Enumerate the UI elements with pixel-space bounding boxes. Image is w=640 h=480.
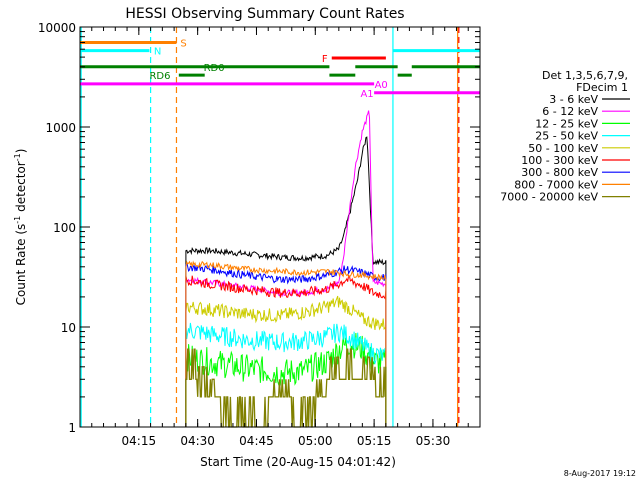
x-tick-label: 04:45: [239, 434, 274, 448]
y-tick-label: 1000: [45, 121, 76, 135]
status-label-n: N: [154, 47, 161, 58]
series-800-7000-kev: [185, 260, 387, 427]
legend-label-100-300-kev: 100 - 300 keV: [521, 154, 598, 167]
series-50-100-kev: [185, 295, 387, 427]
x-tick-label: 05:30: [416, 434, 451, 448]
legend-label-12-25-kev: 12 - 25 keV: [535, 117, 598, 130]
status-label-rd6: RD6: [149, 71, 170, 82]
y-tick-label: 1: [68, 421, 76, 435]
series-100-300-kev: [185, 274, 387, 427]
y-axis-label-exponent: -1: [13, 153, 22, 161]
legend-label-6-12-kev: 6 - 12 keV: [542, 105, 598, 118]
axes: 04:15 04:30 04:45 05:00 05:15 05:30 1 10 100 1000…: [38, 21, 481, 448]
status-label-rd0: RD0: [204, 63, 225, 74]
legend-label-300-800-kev: 300 - 800 keV: [521, 166, 598, 179]
legend-label-50-100-kev: 50 - 100 keV: [528, 142, 598, 155]
y-tick-label: 10000: [38, 21, 76, 35]
legend-label-800-7000-kev: 800 - 7000 keV: [514, 178, 598, 191]
series-3-6-kev: [185, 136, 387, 427]
x-tick-label: 04:15: [122, 434, 157, 448]
y-tick-label: 100: [53, 221, 76, 235]
legend-header-line-2: FDecim 1: [576, 81, 628, 94]
y-axis-label-part: Count Rate (s: [14, 224, 28, 306]
x-axis-label: Start Time (20-Aug-15 04:01:42): [200, 455, 396, 469]
footer-timestamp: 8-Aug-2017 19:12: [564, 469, 636, 478]
legend-header-line-1: Det 1,3,5,6,7,9,: [542, 69, 628, 82]
x-tick-label: 04:30: [180, 434, 215, 448]
y-tick-label: 10: [61, 321, 76, 335]
y-axis-label: Count Rate (s-1 detector-1): [13, 149, 28, 306]
legend-label-3-6-kev: 3 - 6 keV: [549, 93, 598, 106]
status-label-s: S: [180, 38, 186, 49]
y-axis-label-exponent: -1: [13, 216, 22, 224]
chart-title: HESSI Observing Summary Count Rates: [125, 6, 404, 22]
status-label-a1: A1: [360, 89, 373, 100]
x-tick-label: 05:15: [357, 434, 392, 448]
status-label-f: F: [322, 54, 328, 65]
legend-label-25-50-kev: 25 - 50 keV: [535, 130, 598, 143]
y-axis-label-part: ): [14, 149, 28, 154]
series-300-800-kev: [185, 261, 387, 427]
legend-label-7000-20000-kev: 7000 - 20000 keV: [500, 191, 598, 204]
status-label-a0: A0: [375, 80, 388, 91]
series-7000-20000-kev: [185, 348, 387, 428]
y-axis-label-part: detector: [14, 161, 28, 216]
series-25-50-kev: [185, 322, 387, 427]
x-tick-label: 05:00: [298, 434, 333, 448]
